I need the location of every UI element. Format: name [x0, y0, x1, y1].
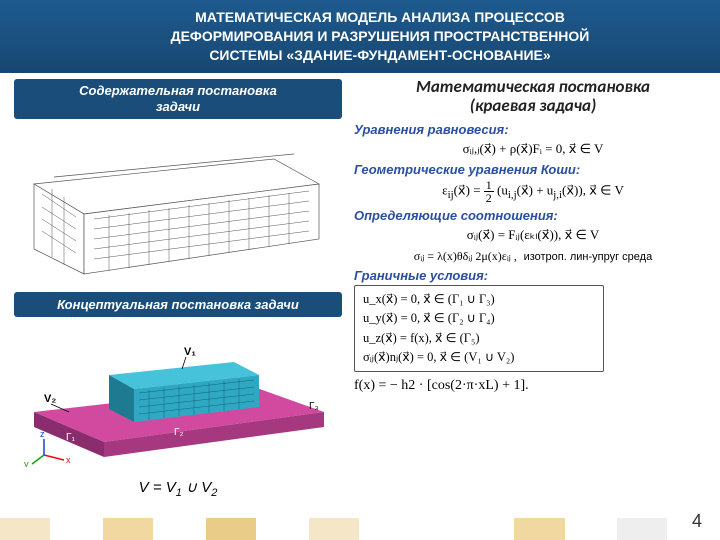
math-formulation-title: Математическая постановка (краевая задач…: [354, 77, 712, 116]
title-line2: ДЕФОРМИРОВАНИЯ И РАЗРУШЕНИЯ ПРОСТРАНСТВЕ…: [171, 28, 590, 44]
heading-equilibrium: Уравнения равновесия:: [354, 122, 712, 137]
heading-bc: Граничные условия:: [354, 268, 712, 283]
svg-text:x: x: [66, 455, 71, 465]
title-line1: МАТЕМАТИЧЕСКАЯ МОДЕЛЬ АНАЛИЗА ПРОЦЕССОВ: [195, 9, 565, 25]
svg-text:Γ₁: Γ₁: [66, 432, 76, 443]
pill-content-formulation: Содержательная постановка задачи: [14, 79, 342, 120]
bc-line: u_x(x⃗) = 0, x⃗ ∈ (Γ₁ ∪ Γ₃): [363, 290, 595, 309]
svg-text:z: z: [40, 429, 45, 439]
left-column: Содержательная постановка задачи: [0, 73, 350, 539]
v-union-formula: V = V1 ∪ V2: [14, 478, 342, 499]
fx-formula: f(x) = − h2 · [cos(2·π·xL) + 1].: [354, 378, 712, 394]
building-sketch: [14, 129, 334, 279]
pill-conceptual-formulation: Концептуальная постановка задачи: [14, 292, 342, 317]
svg-text:Γ₅: Γ₅: [199, 444, 209, 455]
title-line3: СИСТЕМЫ «ЗДАНИЕ-ФУНДАМЕНТ-ОСНОВАНИЕ»: [209, 47, 550, 63]
concept-model: V₁ V₂ Γ₄ Γ₁ Γ₂ Γ₅ Γ₃ x y z: [14, 327, 334, 467]
svg-text:Γ₄: Γ₄: [76, 387, 86, 398]
svg-text:y: y: [24, 459, 29, 467]
v-formula-text: V = V1 ∪ V2: [139, 479, 218, 496]
eq-isotropic: σᵢⱼ = λ(x)θδᵢⱼ 2μ(x)εᵢⱼ , изотроп. лин-у…: [354, 249, 712, 264]
bc-line: u_z(x⃗) = f(x), x⃗ ∈ (Γ₅): [363, 329, 595, 348]
bc-line: σᵢⱼ(x⃗)nⱼ(x⃗) = 0, x⃗ ∈ (V₁ ∪ V₂): [363, 348, 595, 367]
page-number: 4: [692, 511, 702, 532]
slide-title: МАТЕМАТИЧЕСКАЯ МОДЕЛЬ АНАЛИЗА ПРОЦЕССОВ …: [0, 0, 720, 73]
eq-geometric: εij(x⃗) = 12 (ui,j(x⃗) + uj,i(x⃗)), x⃗ ∈…: [354, 179, 712, 204]
footer-decoration: [0, 518, 720, 540]
content: Содержательная постановка задачи: [0, 73, 720, 539]
heading-constitutive: Определяющие соотношения:: [354, 208, 712, 223]
bc-box: u_x(x⃗) = 0, x⃗ ∈ (Γ₁ ∪ Γ₃) u_y(x⃗) = 0,…: [354, 285, 604, 373]
bc-line: u_y(x⃗) = 0, x⃗ ∈ (Γ₂ ∪ Γ₄): [363, 309, 595, 328]
svg-text:V₂: V₂: [44, 393, 56, 405]
svg-text:Γ₂: Γ₂: [174, 427, 184, 438]
eq-constitutive: σᵢⱼ(x⃗) = Fᵢⱼ(εₖₗ(x⃗)), x⃗ ∈ V: [354, 225, 712, 245]
right-column: Математическая постановка (краевая задач…: [350, 73, 720, 539]
svg-text:V₁: V₁: [184, 346, 196, 358]
svg-text:Γ₃: Γ₃: [309, 401, 319, 412]
heading-geometric: Геометрические уравнения Коши:: [354, 162, 712, 177]
eq-equilibrium: σᵢⱼ,ⱼ(x⃗) + ρ(x⃗)Fᵢ = 0, x⃗ ∈ V: [354, 139, 712, 159]
